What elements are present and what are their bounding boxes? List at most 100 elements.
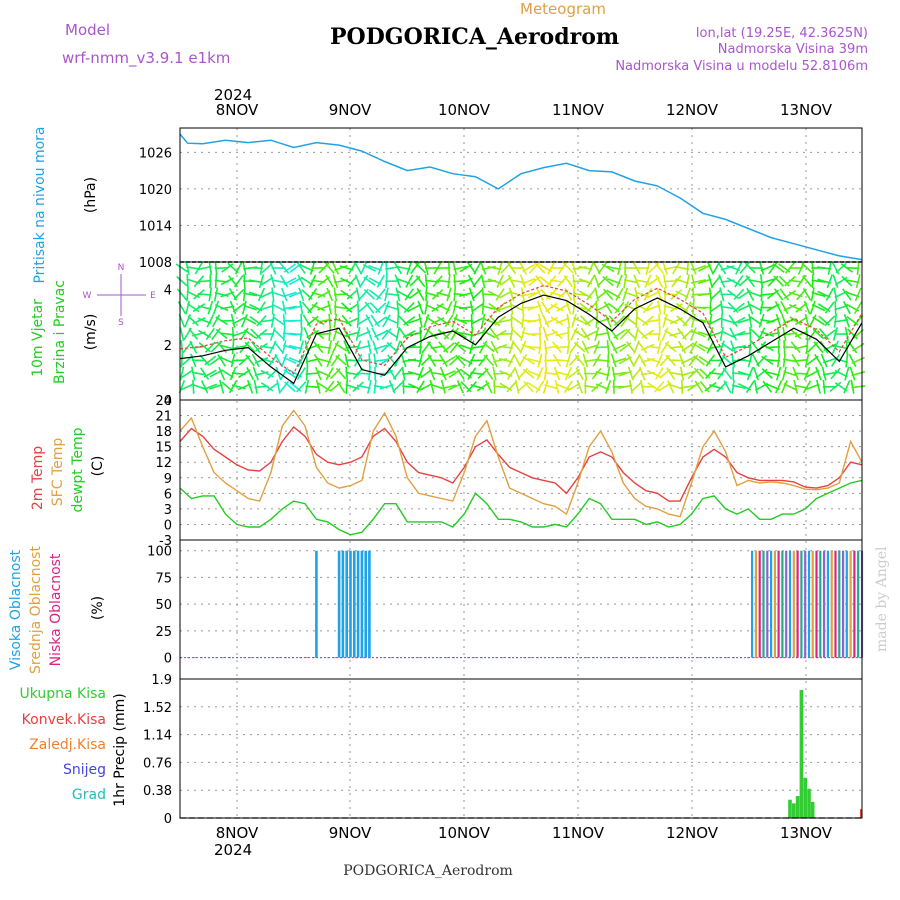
wind-arrow bbox=[425, 316, 439, 326]
temp-unit: (C) bbox=[90, 456, 106, 477]
wind-arrow bbox=[385, 292, 400, 297]
temp-ylabel-1: 2m Temp bbox=[30, 446, 46, 510]
wind-arrow bbox=[439, 366, 447, 381]
wind-arrow bbox=[395, 327, 401, 341]
wind-arrow bbox=[313, 353, 323, 367]
wind-arrow bbox=[585, 302, 597, 313]
wind-arrow bbox=[614, 301, 625, 314]
wind-arrow bbox=[689, 340, 698, 354]
wind-arrow bbox=[438, 341, 449, 354]
wind-arrow bbox=[367, 379, 372, 394]
wind-arrow bbox=[775, 313, 782, 328]
wind-arrow bbox=[555, 359, 570, 362]
wind-arrow bbox=[498, 318, 513, 323]
wind-arrow bbox=[745, 275, 756, 288]
wind-arrow bbox=[426, 341, 438, 354]
top-day-label: 10NOV bbox=[438, 101, 491, 119]
cloud-multi-bar bbox=[788, 550, 792, 658]
wind-arrow bbox=[471, 289, 484, 300]
wind-arrow bbox=[680, 384, 695, 389]
wind-arrow bbox=[730, 340, 737, 355]
wind-arrow bbox=[374, 330, 388, 338]
wind-arrow bbox=[535, 287, 544, 301]
wind-arrow bbox=[661, 261, 669, 275]
pressure-plot bbox=[179, 133, 863, 261]
wind-arrow bbox=[327, 300, 333, 315]
wind-arrow bbox=[805, 326, 809, 342]
wind-arrow bbox=[192, 317, 206, 325]
wind-arrow bbox=[382, 314, 391, 328]
wind-arrow bbox=[521, 277, 536, 285]
wind-arrow bbox=[555, 345, 570, 349]
wind-arrow bbox=[521, 292, 536, 297]
wind-arrow bbox=[446, 287, 452, 302]
wind-arrow bbox=[518, 354, 528, 367]
wind-arrow bbox=[272, 328, 285, 340]
wind-arrow bbox=[260, 290, 274, 299]
cloud-multi-bar bbox=[800, 550, 803, 658]
wind-arrow bbox=[789, 316, 802, 326]
wind-arrow bbox=[805, 383, 820, 390]
wind-arrow bbox=[373, 353, 378, 368]
wind-arrow bbox=[849, 366, 856, 381]
wind-arrow bbox=[810, 287, 815, 302]
wind-arrow bbox=[684, 287, 691, 302]
wind-arrow bbox=[573, 317, 587, 325]
wind-arrow bbox=[605, 327, 611, 341]
wind-arrow bbox=[187, 302, 200, 313]
wind-arrow bbox=[834, 276, 848, 286]
wind-arrow bbox=[584, 344, 599, 350]
wind-arrow bbox=[692, 342, 706, 352]
wind-arrow bbox=[430, 371, 445, 376]
wind-arrow bbox=[637, 341, 648, 354]
wind-arrow bbox=[214, 304, 229, 312]
wind-arrow bbox=[423, 313, 430, 328]
wind-arrow bbox=[180, 383, 195, 391]
wind-arrow bbox=[186, 274, 189, 289]
wind-arrow bbox=[824, 315, 836, 327]
wind-arrow bbox=[324, 380, 335, 393]
wind-arrow bbox=[855, 274, 861, 289]
wind-arrow bbox=[735, 261, 743, 275]
wind-arrow bbox=[692, 264, 706, 272]
wind-arrow bbox=[780, 380, 788, 394]
wind-arrow bbox=[467, 367, 477, 380]
wind-arrow bbox=[406, 261, 413, 275]
wind-arrow bbox=[746, 366, 754, 381]
wind-arrow bbox=[564, 366, 573, 381]
wind-arrow bbox=[644, 274, 652, 288]
wind-arrow bbox=[334, 342, 348, 352]
wind-arrow bbox=[297, 274, 306, 288]
wind-arrow bbox=[498, 345, 513, 349]
cloud-high-bar bbox=[315, 550, 318, 658]
wind-arrow bbox=[760, 292, 775, 297]
wind-arrow bbox=[356, 344, 371, 350]
wind-arrow bbox=[519, 340, 527, 354]
wind-arrow bbox=[211, 314, 221, 328]
wind-arrow bbox=[826, 274, 833, 289]
wind-arrow bbox=[453, 329, 467, 339]
wind-arrow bbox=[851, 356, 865, 365]
wind-arrow bbox=[613, 329, 626, 339]
wind-arrow bbox=[385, 317, 399, 325]
wind-arrow bbox=[607, 353, 610, 368]
wind-arrow bbox=[842, 288, 852, 301]
wind-arrow bbox=[439, 353, 448, 367]
wind-arrow bbox=[217, 354, 227, 367]
wind-arrow bbox=[794, 372, 809, 375]
wind-unit: (m/s) bbox=[83, 314, 99, 351]
wind-arrow bbox=[752, 366, 760, 381]
wind-arrow bbox=[341, 314, 352, 327]
wind-arrow bbox=[748, 340, 752, 355]
cloud-multi-bar bbox=[823, 550, 826, 658]
wind-arrow bbox=[816, 379, 821, 394]
bottom-day-label: 12NOV bbox=[666, 824, 719, 842]
bottom-day-label: 9NOV bbox=[329, 824, 372, 842]
wind-arrow bbox=[543, 340, 548, 355]
wind-arrow bbox=[749, 303, 763, 312]
wind-arrow bbox=[256, 301, 266, 314]
wind-arrow bbox=[187, 315, 199, 327]
wind-arrow bbox=[482, 329, 496, 339]
wind-arrow bbox=[299, 327, 303, 341]
wind-arrow bbox=[499, 304, 513, 311]
